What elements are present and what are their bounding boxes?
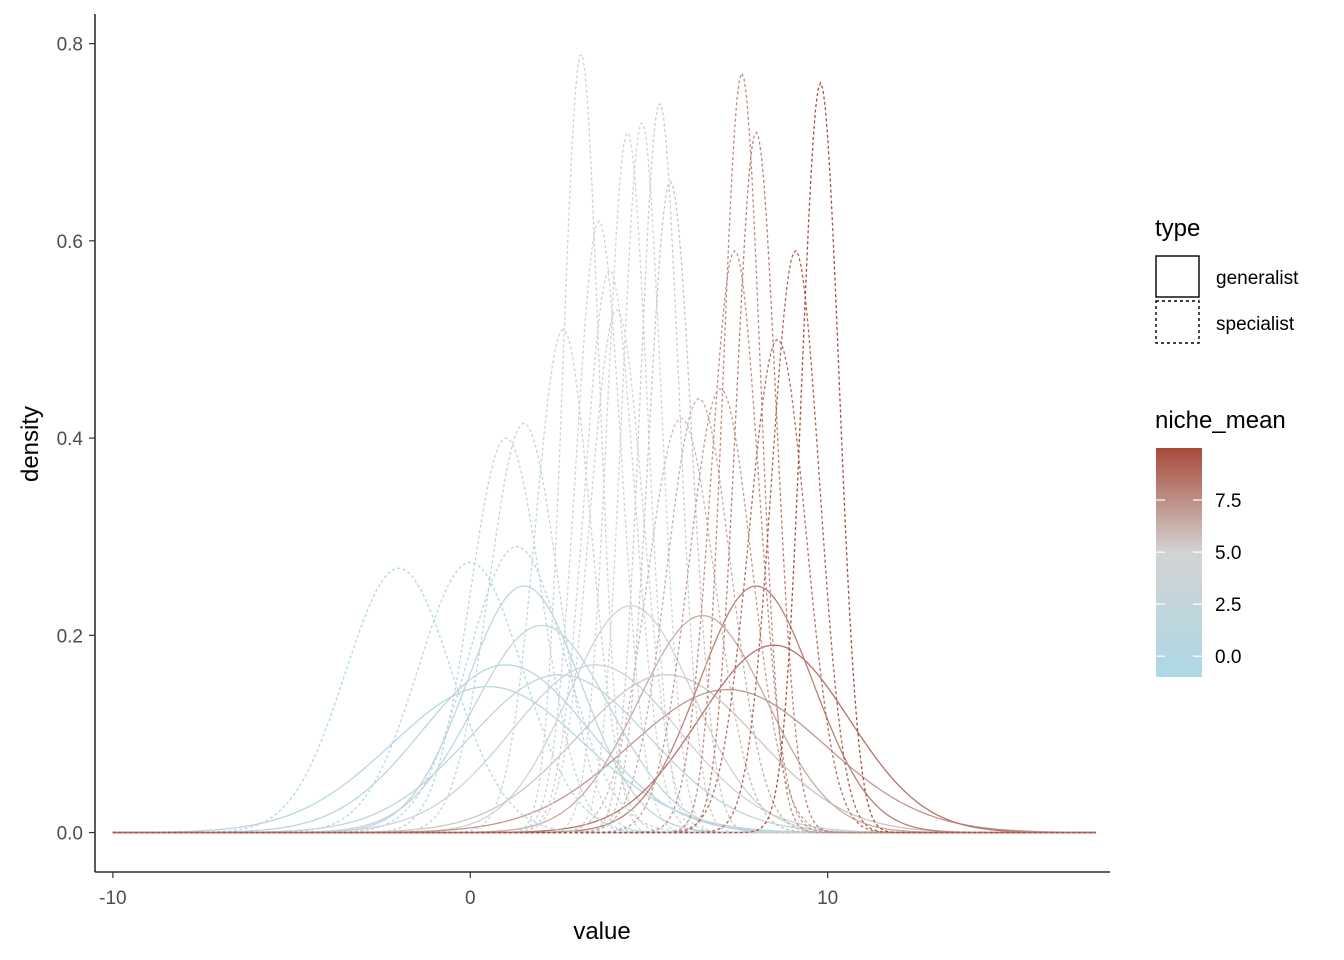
y-tick-label: 0.6 xyxy=(57,232,83,253)
legend-generalist-label: generalist xyxy=(1216,268,1299,289)
x-tick-label: -10 xyxy=(99,888,126,909)
colorbar-ticks: 7.5 5.0 2.5 0.0 xyxy=(1156,491,1241,668)
legend-type: type generalist specialist xyxy=(1155,215,1299,344)
specialist-density-curve xyxy=(112,249,1096,834)
generalist-density-curve xyxy=(112,674,1096,834)
x-tick-label: 0 xyxy=(465,888,476,909)
generalist-density-curve xyxy=(112,605,1096,834)
specialist-density-curve xyxy=(112,339,1096,834)
niche-mean-colorbar xyxy=(1156,448,1202,677)
generalist-density-curve xyxy=(112,674,1096,834)
legend-generalist-key xyxy=(1155,255,1200,298)
generalist-density-curve xyxy=(112,664,1096,834)
y-axis-title: density xyxy=(17,406,44,482)
y-axis-ticks: 0.0 0.2 0.4 0.6 0.8 xyxy=(57,35,95,845)
specialist-density-curve xyxy=(112,180,1096,834)
specialist-density-curve xyxy=(112,309,1096,834)
specialist-density-curve xyxy=(112,561,1096,834)
specialist-density-curve xyxy=(112,132,1096,834)
x-axis-ticks: -10 0 10 xyxy=(99,872,838,909)
specialist-density-curve xyxy=(112,121,1096,834)
generalist-density-curve xyxy=(112,624,1096,834)
legend-specialist-key xyxy=(1155,300,1200,344)
specialist-density-curve xyxy=(112,269,1096,834)
specialist-density-curve xyxy=(112,249,1096,834)
legend-specialist-label: specialist xyxy=(1216,314,1295,335)
specialist-density-curve xyxy=(112,54,1096,834)
legend-niche-mean-title: niche_mean xyxy=(1155,407,1286,434)
colorbar-tick-label: 0.0 xyxy=(1215,647,1241,668)
x-axis-title: value xyxy=(573,918,630,945)
y-tick-label: 0.4 xyxy=(57,429,84,450)
specialist-density-curve xyxy=(112,71,1096,834)
y-tick-label: 0.2 xyxy=(57,626,83,647)
generalist-density-curve xyxy=(112,644,1096,834)
y-tick-label: 0.0 xyxy=(57,824,83,845)
colorbar-tick-label: 2.5 xyxy=(1215,595,1241,616)
curves-layer xyxy=(112,54,1096,834)
specialist-density-curve xyxy=(112,398,1096,834)
specialist-density-curve xyxy=(112,81,1096,834)
specialist-density-curve xyxy=(112,545,1096,834)
colorbar-tick-label: 7.5 xyxy=(1215,491,1241,512)
legend-niche-mean: niche_mean 7.5 5.0 2.5 0.0 xyxy=(1155,407,1286,677)
y-tick-label: 0.8 xyxy=(57,35,83,56)
legend-type-title: type xyxy=(1155,215,1200,242)
specialist-density-curve xyxy=(112,328,1096,834)
colorbar-tick-label: 5.0 xyxy=(1215,543,1241,564)
generalist-density-curve xyxy=(112,614,1096,834)
x-tick-label: 10 xyxy=(817,888,838,909)
specialist-density-curve xyxy=(112,567,1096,834)
